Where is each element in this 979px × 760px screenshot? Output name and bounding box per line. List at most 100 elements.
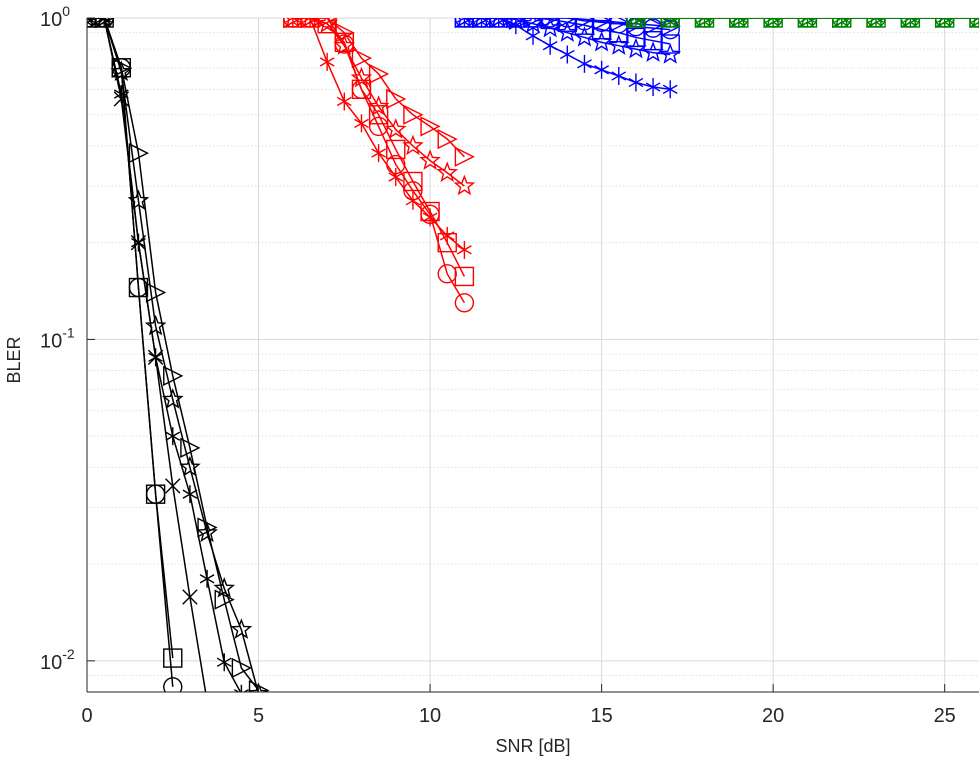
marker-asterisk [542, 36, 558, 55]
marker-star [903, 18, 918, 28]
y-tick-exponent: -1 [62, 324, 75, 340]
marker-star [800, 18, 815, 28]
marker-star [474, 18, 489, 28]
marker-triangle-right [506, 18, 527, 29]
marker-star [333, 34, 356, 55]
marker-star [419, 149, 441, 170]
marker-circle [540, 18, 560, 28]
marker-star [507, 18, 525, 29]
marker-star [230, 618, 253, 639]
marker-star [732, 18, 746, 28]
marker-triangle-right [574, 18, 596, 30]
x-tick-label: 10 [419, 705, 441, 727]
series-black-star [87, 18, 270, 692]
marker-x [165, 478, 181, 494]
marker-star [161, 388, 184, 409]
marker-star [625, 37, 647, 59]
marker-triangle-right [403, 104, 424, 125]
marker-square [351, 79, 372, 100]
marker-star [286, 18, 300, 28]
marker-triangle-right [180, 437, 201, 458]
series-red-asterisk [285, 18, 472, 259]
y-tick-label: 10-2 [40, 646, 75, 674]
x-tick-label: 20 [762, 705, 784, 727]
marker-triangle-right [317, 18, 338, 29]
marker-square [163, 648, 183, 668]
marker-asterisk [165, 427, 181, 446]
marker-star [607, 34, 630, 55]
marker-square [643, 30, 663, 51]
marker-circle [454, 293, 475, 313]
series-line [464, 18, 671, 56]
marker-circle [557, 18, 578, 28]
marker-asterisk [559, 45, 575, 64]
marker-asterisk [354, 114, 369, 133]
marker-star [247, 682, 270, 692]
x-tick-label: 25 [934, 705, 956, 727]
marker-star [869, 18, 883, 28]
y-axis-title: BLER [4, 336, 24, 383]
series-red-star [286, 18, 476, 196]
marker-triangle-right [540, 18, 561, 29]
marker-triangle-right [214, 589, 235, 610]
series-blue-star [457, 18, 682, 64]
marker-star [196, 521, 218, 543]
marker-asterisk [148, 348, 163, 367]
marker-triangle-right [591, 18, 613, 31]
marker-star [213, 577, 236, 598]
tick-labels: 0 5 10 15 20 25 10-2 10-1 100 [40, 3, 956, 727]
axes [86, 17, 979, 693]
marker-star [453, 174, 476, 196]
x-tick-label: 5 [253, 705, 264, 727]
marker-asterisk [388, 168, 404, 187]
marker-x [200, 694, 214, 708]
marker-triangle-right [643, 18, 664, 36]
marker-star [835, 18, 849, 28]
marker-triangle-right [145, 282, 167, 303]
marker-star [491, 18, 506, 28]
marker-asterisk [336, 92, 352, 111]
series-line [292, 18, 465, 158]
marker-star [522, 18, 544, 33]
marker-star [179, 455, 201, 477]
marker-star [97, 18, 111, 28]
marker-asterisk [577, 54, 592, 73]
marker-square [145, 484, 166, 504]
series-line [292, 18, 466, 304]
marker-triangle-right [368, 63, 390, 85]
marker-star [539, 18, 561, 38]
marker-triangle-right [386, 88, 407, 110]
series-line [87, 18, 259, 692]
marker-triangle-right [437, 128, 458, 150]
y-tick-label: 10-1 [40, 324, 75, 352]
series-line [87, 18, 174, 659]
marker-star [629, 18, 643, 28]
series-group [87, 18, 979, 708]
y-tick-exponent: 0 [62, 3, 70, 19]
marker-asterisk [662, 80, 678, 99]
marker-star [659, 43, 682, 64]
x-axis-title: SNR [dB] [495, 736, 570, 756]
marker-star [457, 18, 472, 28]
marker-star [144, 314, 167, 336]
marker-square [660, 34, 680, 54]
marker-x [182, 589, 198, 605]
marker-asterisk [234, 684, 249, 692]
marker-asterisk [628, 73, 644, 92]
y-tick-label: 100 [40, 3, 70, 31]
marker-star [663, 18, 677, 28]
marker-triangle-right [128, 142, 150, 164]
marker-star [556, 21, 579, 42]
marker-asterisk [199, 569, 215, 588]
marker-star [110, 60, 133, 82]
marker-triangle-right [454, 146, 475, 167]
marker-asterisk [525, 26, 541, 45]
grid [86, 17, 979, 693]
marker-star [766, 18, 780, 28]
marker-asterisk [371, 144, 386, 163]
marker-asterisk [405, 191, 421, 210]
marker-triangle-right [231, 657, 252, 679]
marker-triangle-right [609, 18, 630, 33]
marker-star [937, 18, 952, 28]
